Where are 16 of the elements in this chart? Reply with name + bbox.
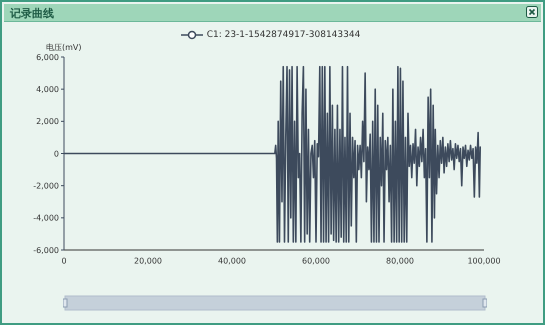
x-tick-label: 100,000 [467, 256, 501, 266]
x-tick-label: 60,000 [302, 256, 330, 266]
x-tick-label: 80,000 [386, 256, 414, 266]
y-tick-label: 6,000 [36, 52, 59, 62]
x-tick-label: 20,000 [134, 256, 162, 266]
y-tick-label: 4,000 [36, 85, 59, 94]
y-tick-label: -2,000 [33, 182, 59, 191]
x-tick-label: 0 [61, 256, 67, 266]
y-axis-title: 电压(mV) [46, 42, 82, 53]
chart-title: 记录曲线 [10, 6, 54, 21]
x-tick-label: 40,000 [218, 256, 246, 266]
y-tick-label: -6,000 [33, 246, 59, 255]
y-tick-label: -4,000 [33, 214, 59, 223]
y-tick-label: 2,000 [36, 117, 59, 126]
y-tick-label: 0 [54, 149, 59, 158]
legend-label: C1: 23-1-1542874917-308143344 [206, 30, 360, 40]
